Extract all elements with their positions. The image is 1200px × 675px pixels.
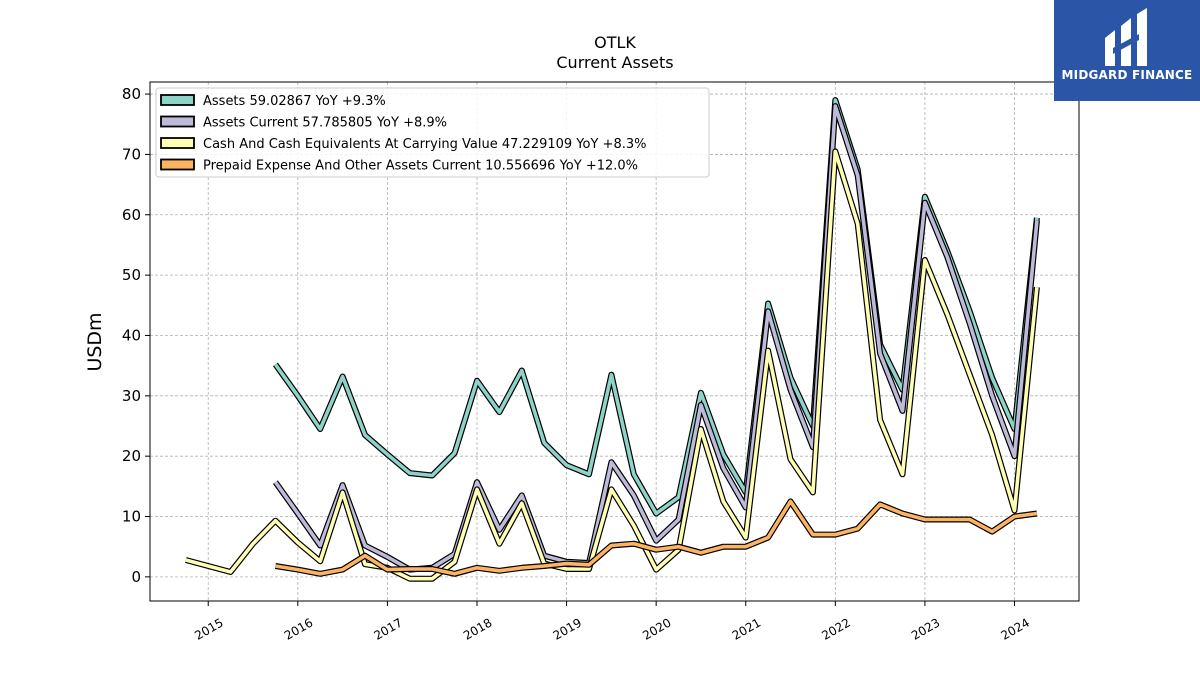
- legend-box: [155, 87, 710, 178]
- series-line: [273, 104, 1039, 572]
- y-tick-label: 80: [122, 85, 141, 103]
- series-line: [185, 149, 1039, 581]
- x-tick-label: 2021: [730, 615, 763, 642]
- legend-swatch: [160, 158, 195, 171]
- x-tick-label: 2023: [909, 615, 942, 642]
- x-tick-label: 2018: [461, 615, 494, 642]
- x-tick-label: 2019: [551, 615, 584, 642]
- y-axis-label: USDm: [84, 312, 106, 371]
- legend-swatch: [160, 137, 195, 149]
- y-tick-label: 50: [122, 266, 141, 284]
- legend-label: Prepaid Expense And Other Assets Current…: [203, 159, 638, 174]
- legend: Assets 59.02867 YoY +9.3% Assets Current …: [155, 87, 710, 178]
- x-tick-label: 2024: [999, 615, 1032, 642]
- y-tick-label: 0: [131, 568, 141, 586]
- series-line: [275, 499, 1038, 576]
- y-tick-label: 60: [122, 206, 141, 224]
- x-tick-label: 2020: [640, 615, 673, 642]
- y-tick-label: 70: [122, 145, 141, 163]
- legend-swatch: [160, 94, 195, 106]
- x-tick-label: 2016: [282, 615, 315, 642]
- x-tick-label: 2022: [819, 615, 852, 642]
- y-tick-label: 30: [122, 387, 141, 405]
- brand-logo: MIDGARD FINANCE: [1054, 0, 1200, 101]
- midgard-logo-icon: [1105, 8, 1147, 66]
- plot-frame: [149, 81, 1080, 602]
- y-tick-label: 40: [122, 326, 141, 344]
- legend-label: Assets 59.02867 YoY +9.3%: [203, 94, 386, 109]
- series-lines: [185, 97, 1040, 582]
- y-axis: 0 10 20 30 40 50 60 70 80: [122, 85, 150, 586]
- chart-title: OTLK: [594, 33, 636, 52]
- legend-label: Assets Current 57.785805 YoY +8.9%: [203, 116, 447, 131]
- y-tick-label: 20: [122, 447, 141, 465]
- legend-label: Cash And Cash Equivalents At Carrying Va…: [203, 137, 646, 152]
- x-tick-label: 2017: [371, 615, 404, 642]
- x-axis: 2015 2016 2017 2018 2019 2020 2021 2022 2023 2024: [192, 601, 1032, 643]
- brand-name: MIDGARD FINANCE: [1061, 68, 1193, 82]
- x-tick-label: 2015: [192, 615, 225, 642]
- legend-swatch: [160, 115, 195, 128]
- chart-subtitle: Current Assets: [556, 53, 673, 72]
- y-tick-label: 10: [122, 508, 141, 526]
